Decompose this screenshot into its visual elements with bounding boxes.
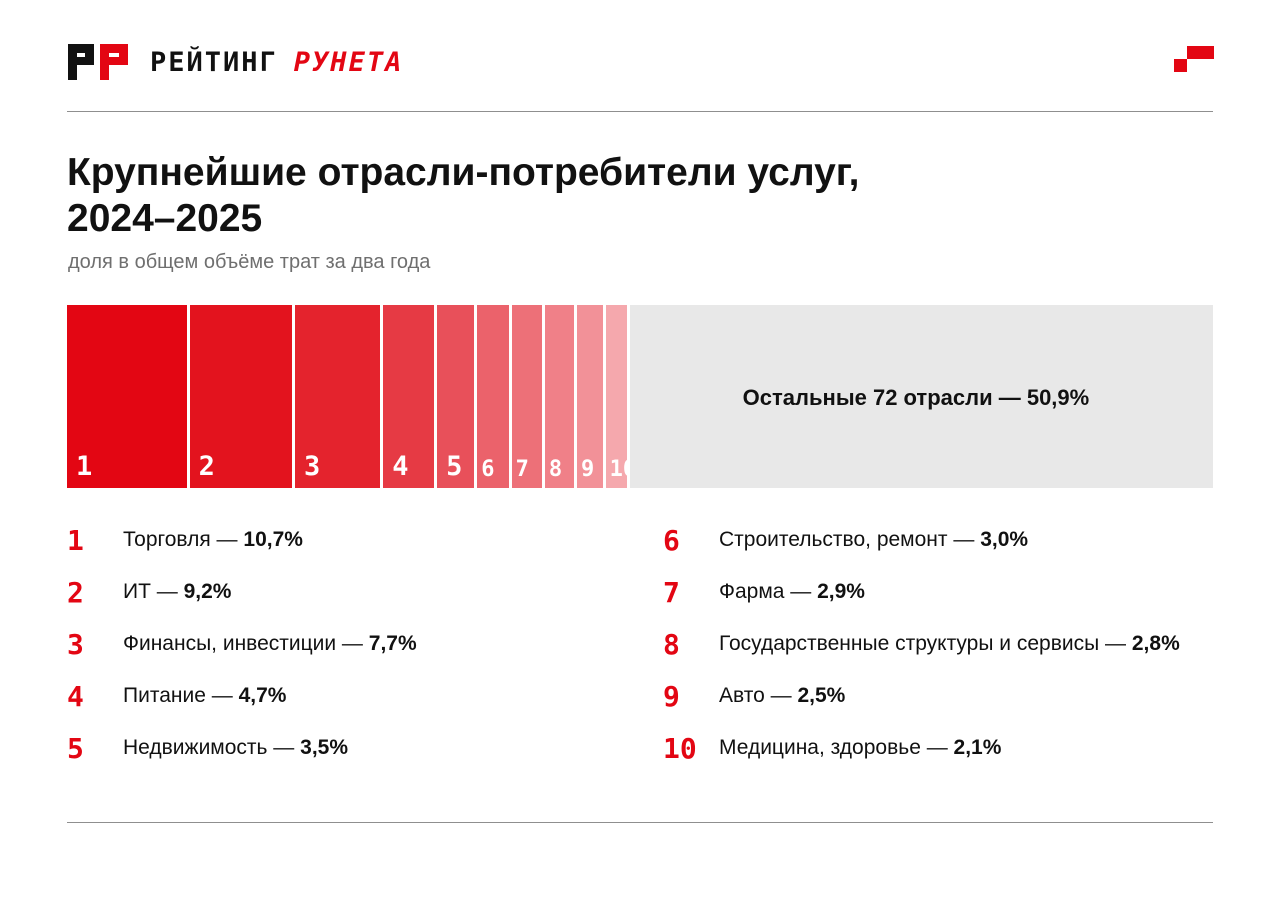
legend-item-number: 4: [67, 680, 84, 713]
bar-segment-7: 7: [511, 305, 545, 488]
legend-item: 8 Государственные структуры и сервисы — 2…: [663, 629, 1180, 681]
legend-item: 2 ИТ — 9,2%: [67, 577, 417, 629]
legend-item-number: 6: [663, 524, 680, 557]
bar-segment-number: 6: [481, 457, 495, 482]
legend-item-value: 4,7%: [238, 684, 287, 707]
legend-item-text: Фарма — 2,9%: [719, 577, 865, 607]
legend-item: 10 Медицина, здоровье — 2,1%: [663, 733, 1180, 785]
legend-item: 4 Питание — 4,7%: [67, 681, 417, 733]
bar-segment-5: 5: [437, 305, 478, 488]
legend-item-number: 2: [67, 576, 84, 609]
legend-item-name: Медицина, здоровье —: [719, 736, 954, 759]
legend-column-right: 6 Строительство, ремонт — 3,0% 7 Фарма — 2,…: [663, 525, 1180, 785]
legend-item-value: 3,0%: [980, 528, 1029, 551]
legend-item-name: Авто —: [719, 684, 798, 707]
bar-segment-number: 1: [76, 451, 93, 482]
bar-segment-number: 2: [198, 451, 215, 482]
legend-item-text: Авто — 2,5%: [719, 681, 845, 711]
bar-segment-9: 9: [576, 305, 606, 488]
bar-segment-number: 9: [580, 457, 595, 482]
bar-segment-number: 3: [304, 451, 321, 482]
title-line-1: Крупнейшие отрасли-потребители услуг,: [67, 151, 860, 194]
bar-segment-number: 7: [515, 457, 529, 482]
bar-segment-8: 8: [544, 305, 577, 488]
bar-segment-10: 10: [605, 305, 636, 488]
legend-item-number: 8: [663, 628, 680, 661]
legend-item: 6 Строительство, ремонт — 3,0%: [663, 525, 1180, 577]
logo-text: РЕЙТИНГ РУНЕТА: [150, 47, 403, 78]
legend-item-name: Фарма —: [719, 580, 818, 603]
bar-segment-number: 5: [446, 451, 463, 482]
red-pixel-icon: [1174, 46, 1214, 72]
legend-item: 1 Торговля — 10,7%: [67, 525, 417, 577]
legend-item: 7 Фарма — 2,9%: [663, 577, 1180, 629]
legend-item-name: Питание —: [123, 684, 239, 707]
logo-word-rating: РЕЙТИНГ: [150, 46, 278, 78]
legend-item-name: ИТ —: [123, 580, 184, 603]
bar-segment-number: 4: [392, 451, 409, 482]
chart-subtitle: доля в общем объёме трат за два года: [68, 251, 431, 273]
bar-segment-6: 6: [477, 305, 512, 488]
legend-item: 5 Недвижимость — 3,5%: [67, 733, 417, 785]
legend-item-value: 9,2%: [183, 580, 232, 603]
bar-segment-1: 1: [67, 305, 190, 488]
rr-logo-icon: [68, 44, 130, 80]
bar-segment-3: 3: [295, 305, 384, 488]
legend-item-number: 7: [663, 576, 680, 609]
legend-item-number: 10: [663, 732, 697, 765]
bar-segment-2: 2: [189, 305, 296, 488]
legend-item-value: 7,7%: [368, 632, 417, 655]
bar-rest-label: Остальные 72 отрасли — 50,9%: [742, 385, 1090, 410]
brand-logo: РЕЙТИНГ РУНЕТА: [68, 42, 403, 82]
bar-segment-number: 8: [548, 457, 563, 482]
legend-item-number: 1: [67, 524, 84, 557]
chart-title: Крупнейшие отрасли-потребители услуг, 20…: [67, 150, 1213, 242]
bottom-divider: [67, 822, 1213, 823]
legend-item: 3 Финансы, инвестиции — 7,7%: [67, 629, 417, 681]
legend-item-value: 10,7%: [243, 528, 303, 551]
legend-item-name: Финансы, инвестиции —: [123, 632, 369, 655]
legend-item-text: Недвижимость — 3,5%: [123, 733, 348, 763]
legend-item-value: 2,8%: [1131, 632, 1180, 655]
legend-item-name: Строительство, ремонт —: [719, 528, 981, 551]
legend-item-text: Строительство, ремонт — 3,0%: [719, 525, 1028, 555]
top-divider: [67, 111, 1213, 112]
legend-item-text: Питание — 4,7%: [123, 681, 286, 711]
legend-item-text: Торговля — 10,7%: [123, 525, 303, 555]
legend-item-value: 2,5%: [797, 684, 846, 707]
legend-item-text: Финансы, инвестиции — 7,7%: [123, 629, 417, 659]
legend-item: 9 Авто — 2,5%: [663, 681, 1180, 733]
legend-item-value: 2,9%: [817, 580, 865, 603]
stacked-share-bar: 1 2 3 4 5 6 7 8 9 10 Остальные 72 отрасли — 50,9%: [67, 305, 1213, 488]
legend-item-value: 3,5%: [300, 736, 349, 759]
logo-word-runet: РУНЕТА: [293, 46, 404, 78]
legend-item-name: Недвижимость —: [123, 736, 301, 759]
legend-column-left: 1 Торговля — 10,7% 2 ИТ — 9,2% 3 Финансы, инв…: [67, 525, 417, 785]
legend-item-text: Медицина, здоровье — 2,1%: [719, 733, 1001, 763]
legend-item-name: Торговля —: [123, 528, 244, 551]
bar-segment-rest: Остальные 72 отрасли — 50,9%: [629, 305, 1213, 488]
legend-item-name: Государственные структуры и сервисы —: [719, 632, 1132, 655]
legend-item-text: Государственные структуры и сервисы — 2,…: [719, 629, 1180, 659]
legend-item-value: 2,1%: [953, 736, 1002, 759]
legend-item-number: 5: [67, 732, 84, 765]
title-line-2: 2024–2025: [67, 197, 263, 240]
legend-item-text: ИТ — 9,2%: [123, 577, 231, 607]
legend-item-number: 9: [663, 680, 680, 713]
bar-segment-4: 4: [383, 305, 438, 488]
legend-item-number: 3: [67, 628, 84, 661]
